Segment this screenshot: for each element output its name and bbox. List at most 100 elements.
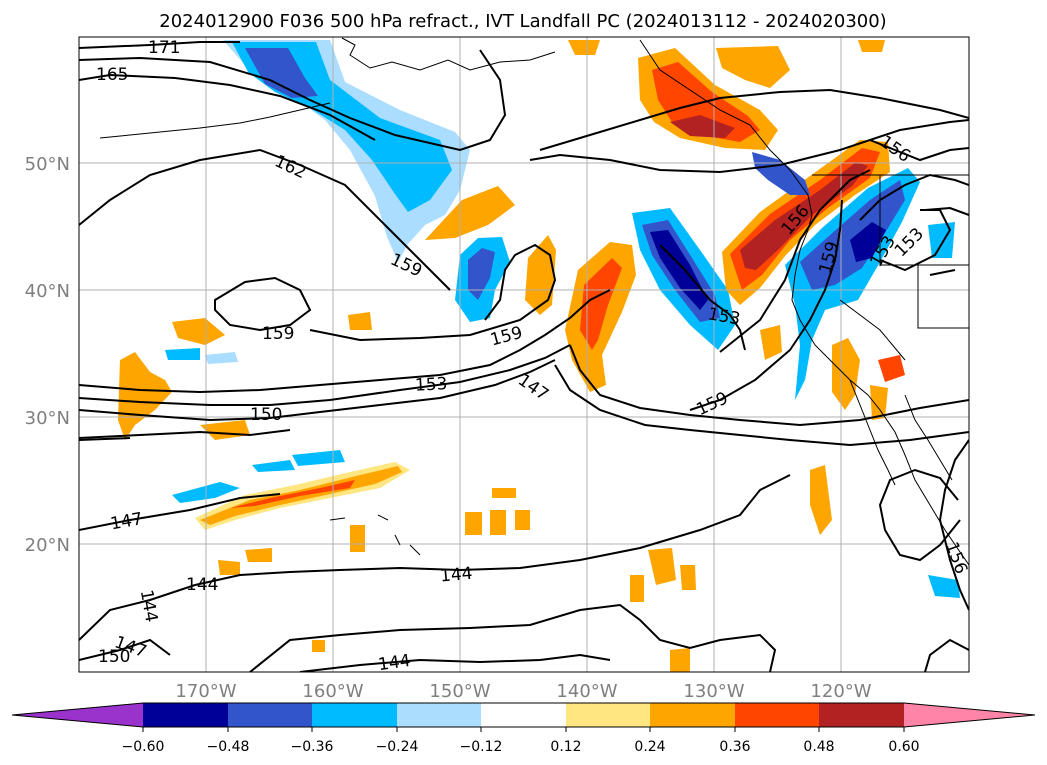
darkred-field-alaska <box>670 115 735 138</box>
blue-field-tropical-west-2 <box>252 460 295 472</box>
contour-144-a <box>79 364 969 447</box>
contour-162 <box>79 148 451 291</box>
contour-144-d <box>79 638 171 661</box>
contour-147-a <box>79 359 556 422</box>
contour-156-c <box>869 139 969 162</box>
contour-nw-ring <box>924 206 969 276</box>
colorbar-tick-label: 0.48 <box>803 739 834 755</box>
orange-field-baja <box>832 338 860 410</box>
lon-label-150w: 150°W <box>429 681 490 702</box>
colorbar-tick-label: −0.36 <box>291 739 334 755</box>
contour-150-a <box>79 344 571 406</box>
blue-field-west-1 <box>165 348 200 360</box>
blue-field-coast-core <box>800 180 905 290</box>
blue-field-mid-pacific-core <box>468 248 495 300</box>
contour-label-150b: 150 <box>98 647 130 667</box>
blue-field-nw-coast-2 <box>928 222 955 258</box>
colorbar-over-extension <box>904 703 1035 727</box>
contour-141 <box>299 653 611 672</box>
border-states-1 <box>879 175 969 266</box>
contour-label-144c: 144 <box>377 651 412 675</box>
orange-field-37n <box>348 312 372 330</box>
contour-144-c <box>249 603 777 672</box>
border-states-3 <box>917 265 969 329</box>
orange-field-30n-west <box>118 352 172 440</box>
lon-label-120w: 120°W <box>810 681 871 702</box>
orange-field-south-8 <box>350 525 365 552</box>
blue-field-mexico <box>928 575 960 598</box>
contour-147-c <box>79 429 291 439</box>
contour-156-b <box>878 468 961 562</box>
coastline-baja <box>849 379 896 486</box>
colorbar-tick-labels: −0.60 −0.48 −0.36 −0.24 −0.12 0.12 0.24 … <box>122 739 920 755</box>
colorbar-tick-label: 0.60 <box>888 739 919 755</box>
colorbar-bin-4 <box>397 703 481 727</box>
contour-159-b <box>309 243 557 342</box>
coastlines <box>99 37 969 566</box>
contour-label-144a: 144 <box>186 575 218 595</box>
colorbar-bin-6 <box>566 703 650 727</box>
contour-144-b <box>79 474 791 641</box>
contour-150-b <box>569 344 969 427</box>
colorbar-tick-label: 0.36 <box>719 739 750 755</box>
colorbar-bin-8 <box>735 703 819 727</box>
graticule <box>79 37 969 672</box>
contour-153-b <box>659 244 746 351</box>
shaded-fields <box>118 40 960 672</box>
contour-153-c <box>859 173 969 221</box>
map-frame <box>78 36 970 673</box>
contour-label-144b: 144 <box>439 564 473 587</box>
contour-label-150a: 150 <box>250 405 282 425</box>
colorbar-tick-label: 0.24 <box>634 739 665 755</box>
orange-field-top <box>568 40 600 55</box>
orange-field-south-7 <box>492 488 516 498</box>
contour-label-171: 171 <box>148 38 180 58</box>
orange-field-south-10 <box>218 560 240 575</box>
contour-156-a <box>719 169 871 353</box>
blue-field-coast-deep <box>850 222 886 262</box>
colorbar-bin-1 <box>143 703 228 727</box>
contour-label-159b: 159 <box>262 324 294 344</box>
coastline-canada <box>799 194 813 251</box>
lat-label-30n: 30°N <box>25 408 70 429</box>
colorbar-tick-label: −0.24 <box>376 739 419 755</box>
contour-171 <box>79 41 240 49</box>
orange-field-south-9 <box>245 548 272 562</box>
orange-field-south-1 <box>648 548 676 585</box>
orange-field-south-6 <box>515 510 530 530</box>
orange-field-south-4 <box>465 512 482 535</box>
contour-159-d <box>689 199 843 411</box>
blue-field-gulf-alaska-deep <box>245 48 318 98</box>
contour-159-e <box>539 88 969 151</box>
lat-label-20n: 20°N <box>25 535 70 556</box>
colorbar-tick-label: −0.60 <box>122 739 165 755</box>
lon-label-160w: 160°W <box>302 681 363 702</box>
longitude-labels: 170°W 160°W 150°W 140°W 130°W 120°W <box>175 681 871 702</box>
colorbar-bin-2 <box>228 703 312 727</box>
colorbar-ticks <box>142 727 905 732</box>
coastline-gulf-california <box>904 394 953 481</box>
lat-label-40n: 40°N <box>25 281 70 302</box>
orange-field-south-5 <box>490 510 506 535</box>
coastline-hawaii <box>329 514 421 556</box>
colorbar-bin-9 <box>819 703 904 727</box>
contour-168 <box>79 49 507 152</box>
orange-field-west-coast <box>760 325 782 360</box>
coastline-aleutians <box>99 102 331 139</box>
border-states-2 <box>839 299 906 361</box>
contour-label-153a: 153 <box>414 374 447 396</box>
lon-label-140w: 140°W <box>556 681 617 702</box>
contour-153-a <box>79 289 611 394</box>
red-field-tropical-west <box>230 480 355 508</box>
lon-label-130w: 130°W <box>683 681 744 702</box>
colorbar-bin-7 <box>650 703 735 727</box>
coastline-uswest <box>791 249 969 566</box>
contour-159-c <box>529 119 969 174</box>
blue-field-west-2 <box>205 352 238 364</box>
contours <box>79 41 969 672</box>
colorbar-bin-3 <box>312 703 397 727</box>
coastline-alaska <box>341 37 556 71</box>
red-field-140w <box>580 258 622 350</box>
